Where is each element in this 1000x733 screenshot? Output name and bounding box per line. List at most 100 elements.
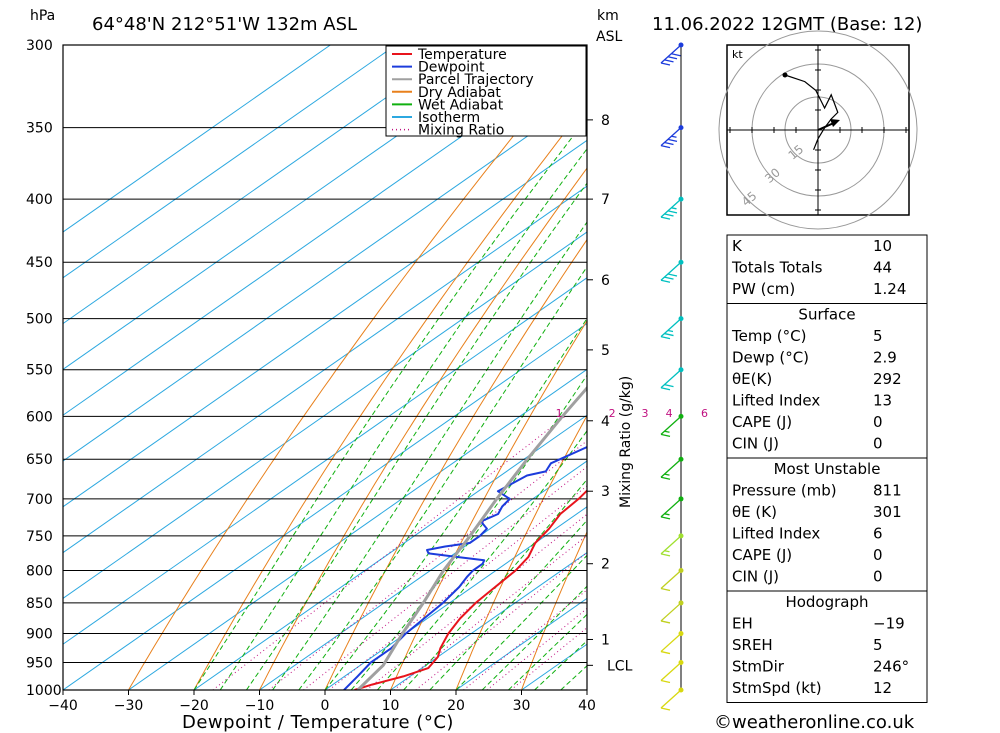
stat-label: CIN (J) — [732, 568, 779, 586]
surface-table: Surface Temp (°C) 5 Dewp (°C) 2.9 θE(K) 292 Lif… — [726, 303, 928, 459]
isotherm-line — [63, 322, 587, 690]
wind-barb-flag — [667, 273, 678, 277]
wind-barb-staff — [660, 689, 682, 709]
wind-barb-halfflag — [671, 135, 677, 138]
km-tick-label: 6 — [601, 273, 610, 289]
pressure-tick-label: 600 — [26, 409, 53, 425]
stats-tables: K 10 Totals Totals 44 PW (cm) 1.24 Surface Temp… — [726, 234, 928, 703]
stat-label: CIN (J) — [732, 435, 779, 453]
wind-barb-staff — [660, 498, 682, 518]
wind-barb-halfflag — [671, 207, 677, 210]
wind-barb-halfflag — [664, 473, 670, 476]
isotherm-line — [63, 45, 528, 370]
legend-label: Parcel Trajectory — [418, 72, 534, 88]
legend-label: Isotherm — [418, 110, 480, 126]
dry-adiabat-line — [324, 238, 587, 690]
wind-barb-flag — [660, 476, 671, 480]
wind-barb — [660, 316, 684, 340]
stat-label: PW (cm) — [732, 280, 795, 298]
series-temperature — [354, 489, 587, 690]
km-tick-label: 7 — [601, 192, 610, 208]
temperature-tick-label: −30 — [114, 698, 144, 714]
temperature-tick-label: 20 — [447, 698, 465, 714]
isotherm-line — [63, 139, 587, 508]
surface-table-frame — [726, 303, 928, 459]
stat-label: Totals Totals — [731, 259, 823, 277]
mixing-ratio-line — [366, 513, 587, 690]
wind-barb-staff — [660, 198, 682, 218]
wind-barb-staff — [660, 127, 682, 147]
isotherm-line — [63, 185, 587, 554]
wind-barb-staff — [660, 415, 682, 435]
wet-adiabat-line — [429, 519, 587, 690]
wind-barb — [660, 413, 684, 437]
stat-value: 811 — [873, 482, 902, 500]
mixing-ratio-line — [212, 415, 566, 690]
wind-barb-flag — [671, 53, 681, 57]
isotherm-line — [63, 45, 462, 325]
location-title: 64°48'N 212°51'W 132m ASL — [92, 14, 357, 35]
wind-barb — [660, 496, 684, 520]
series-dewpoint — [343, 445, 587, 690]
wind-barb-flag — [660, 516, 671, 520]
mixing-ratio-line — [268, 440, 587, 690]
isotherm-line — [63, 45, 331, 233]
credit-text: ©weatheronline.co.uk — [714, 712, 915, 733]
wind-barb-flag — [664, 332, 674, 337]
storm-motion-arrowhead — [830, 119, 840, 127]
lcl-label: LCL — [607, 658, 633, 674]
series-parcel-trajectory — [356, 385, 587, 690]
stat-value: 246° — [873, 658, 909, 676]
wind-barb-flag — [667, 56, 678, 60]
mixing-ratio-label: 2 — [609, 407, 616, 420]
dry-adiabat-line — [193, 103, 587, 690]
stat-value: −19 — [873, 615, 905, 633]
temperature-tick-label: −20 — [179, 698, 209, 714]
dry-adiabat-line — [980, 45, 1000, 690]
wind-barb-flag — [664, 276, 674, 280]
wet-adiabat-line — [298, 266, 587, 690]
hodograph-end-dot — [782, 72, 788, 78]
wind-barb-flag — [660, 553, 671, 557]
temperature-tick-label: 0 — [321, 698, 330, 714]
wind-barb — [660, 196, 684, 220]
stat-label: CAPE (J) — [732, 413, 792, 431]
stat-value: 13 — [873, 392, 892, 410]
wind-barb-staff — [660, 633, 682, 653]
stat-value: 0 — [873, 568, 883, 586]
km-tick-label: 4 — [601, 414, 610, 430]
mixing-ratio-label: 3 — [642, 407, 649, 420]
height-unit-bottom: ASL — [596, 29, 622, 45]
wind-barb — [660, 42, 684, 66]
profile-lines — [343, 385, 587, 690]
pressure-tick-label: 450 — [26, 255, 53, 271]
wind-barb-halfflag — [664, 550, 670, 553]
stat-value: 301 — [873, 503, 902, 521]
legend-label: Dry Adiabat — [418, 85, 501, 101]
wind-barb-flag — [660, 144, 671, 149]
wind-barb-staff — [660, 569, 682, 589]
wind-barb-flag — [660, 433, 671, 437]
isotherm-line — [63, 93, 587, 462]
mixing-ratio-line — [303, 466, 587, 690]
most-unstable-table-frame — [726, 457, 928, 592]
stat-label: Dewp (°C) — [732, 349, 809, 367]
pressure-tick-label: 950 — [26, 656, 53, 672]
stat-label: Lifted Index — [732, 525, 820, 543]
wind-barb-flag — [660, 387, 671, 391]
hodograph-trace — [784, 74, 839, 151]
wind-profile — [660, 42, 684, 711]
stat-value: 2.9 — [873, 349, 897, 367]
wind-barb-staff — [660, 318, 682, 338]
wind-barb — [660, 631, 684, 655]
hodograph-unit: kt — [732, 48, 743, 61]
isotherm-line — [63, 45, 397, 279]
wind-barb-flag — [667, 138, 678, 143]
stat-label: Temp (°C) — [731, 327, 806, 345]
wind-barb-staff — [660, 261, 682, 281]
stat-value: 12 — [873, 679, 892, 697]
wind-barb — [660, 533, 684, 557]
wind-barb-flag — [664, 383, 674, 388]
